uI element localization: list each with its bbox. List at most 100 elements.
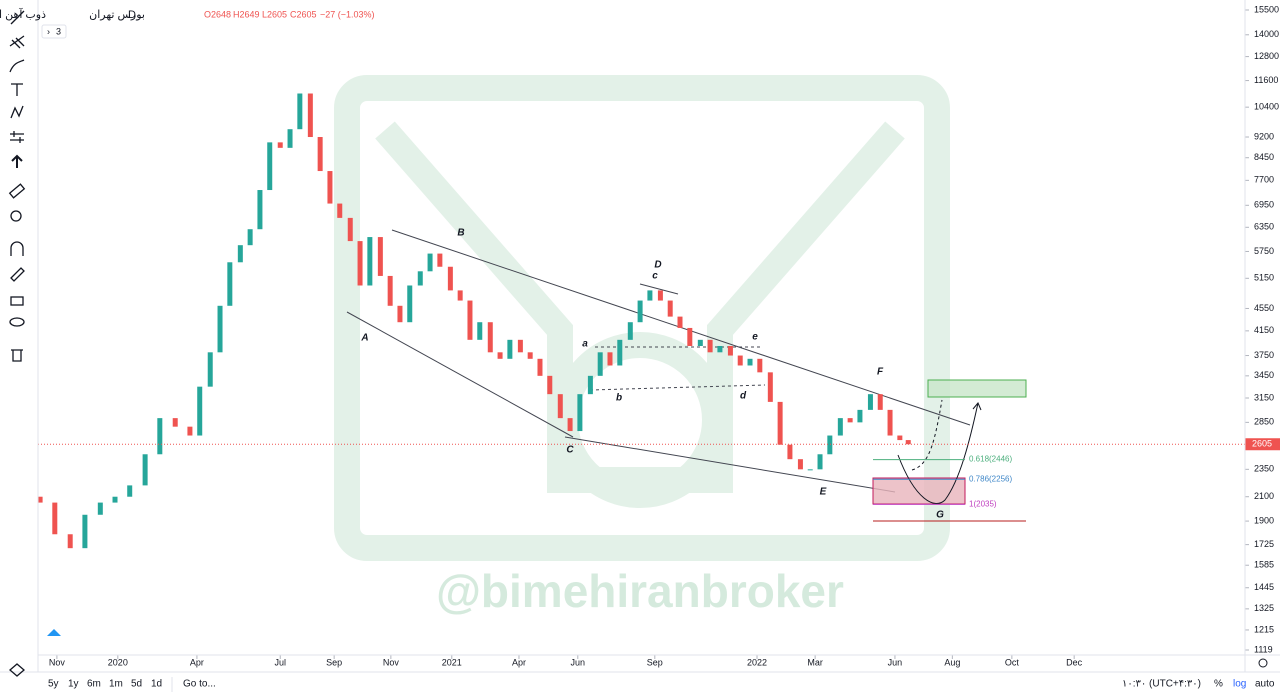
- logo-watermark: [334, 75, 950, 561]
- range-button[interactable]: 6m: [87, 679, 101, 690]
- candle-body: [277, 142, 283, 148]
- range-button[interactable]: 1y: [68, 679, 79, 690]
- candle-body: [447, 266, 453, 291]
- candle-body: [607, 352, 613, 366]
- candle-body: [287, 129, 293, 148]
- x-tick-label: Jul: [274, 657, 286, 667]
- y-tick-label: 1119: [1254, 644, 1273, 654]
- candle-body: [197, 386, 203, 436]
- ohlc-change: −27 (−1.03%): [320, 9, 375, 19]
- x-tick-label: Sep: [326, 657, 342, 667]
- ohlc-high: H2649: [233, 9, 260, 19]
- x-tick-label: Apr: [512, 657, 526, 667]
- candle-body: [647, 290, 653, 301]
- y-tick-label: 9200: [1254, 131, 1274, 141]
- candle-body: [187, 426, 193, 436]
- y-tick-label: 4150: [1254, 325, 1274, 335]
- candle-body: [897, 435, 903, 441]
- candle-body: [887, 409, 893, 436]
- x-tick-label: Dec: [1066, 657, 1083, 667]
- candle-body: [537, 358, 543, 376]
- tool-trendline[interactable]: [10, 10, 25, 25]
- candle-body: [347, 217, 353, 242]
- candle-body: [727, 345, 733, 356]
- candle-body: [817, 454, 823, 470]
- wave-label: e: [752, 332, 758, 343]
- tool-pattern[interactable]: [10, 105, 24, 119]
- range-button[interactable]: 1d: [151, 679, 162, 690]
- drawing-line: [564, 436, 896, 493]
- candle-body: [337, 203, 343, 218]
- projection-dashed: [911, 399, 943, 471]
- log-toggle[interactable]: log: [1233, 679, 1246, 690]
- bottom-bar: Go to... ۱۰:۳۰ (UTC+۴:۳۰) % log auto 5y 1…: [48, 677, 1275, 692]
- settings-icon[interactable]: [1258, 658, 1268, 668]
- x-tick-label: Aug: [944, 657, 960, 667]
- candle-body: [837, 418, 843, 436]
- tool-layers[interactable]: [9, 663, 25, 677]
- y-tick-label: 1445: [1254, 582, 1274, 592]
- tool-zoom[interactable]: [10, 210, 22, 222]
- x-tick-label: 2021: [442, 657, 462, 667]
- tool-ruler[interactable]: [8, 183, 26, 199]
- candle-body: [857, 409, 863, 423]
- candle-body: [697, 339, 703, 346]
- candle-body: [217, 305, 223, 353]
- range-button[interactable]: 1m: [109, 679, 123, 690]
- tool-lock-draw[interactable]: [10, 267, 25, 282]
- projection-curve: [897, 402, 979, 504]
- drawing-toolbar: [8, 10, 26, 677]
- candle-body: [247, 229, 253, 246]
- ohlc-low: L2605: [262, 9, 287, 19]
- y-tick-label: 6950: [1254, 200, 1274, 210]
- candle-body: [367, 237, 373, 286]
- goto-button[interactable]: Go to...: [183, 679, 216, 690]
- range-button[interactable]: 5d: [131, 679, 142, 690]
- candle-body: [787, 444, 793, 460]
- tool-trash[interactable]: [11, 349, 23, 362]
- tv-logo: [47, 629, 61, 636]
- candle-body: [905, 440, 911, 445]
- auto-toggle[interactable]: auto: [1255, 679, 1275, 690]
- candle-body: [517, 339, 523, 353]
- y-tick-label: 2100: [1254, 491, 1274, 501]
- wave-label: c: [652, 271, 658, 282]
- candle-body: [547, 375, 553, 395]
- y-tick-label: 1900: [1254, 515, 1274, 525]
- y-tick-label: 7700: [1254, 175, 1274, 185]
- candle-body: [687, 327, 693, 346]
- candle-body: [257, 190, 263, 230]
- drawing-line: [639, 283, 679, 295]
- candle-body: [477, 322, 483, 340]
- candle-body: [377, 237, 383, 276]
- tool-brush[interactable]: [9, 59, 25, 73]
- symbol-name[interactable]: ذوب آهن اصفهان: [0, 7, 46, 21]
- tool-forecast[interactable]: [10, 131, 24, 143]
- tool-magnet[interactable]: [10, 241, 24, 256]
- candle-body: [112, 496, 118, 503]
- candle-body: [82, 514, 88, 549]
- wave-label: d: [740, 391, 747, 402]
- x-tick-label: 2022: [747, 657, 767, 667]
- tool-text[interactable]: [11, 83, 23, 96]
- interval[interactable]: D: [128, 9, 136, 21]
- tool-lock[interactable]: [10, 296, 24, 306]
- target-zone: [927, 379, 1027, 398]
- y-tick-label: 6350: [1254, 222, 1274, 232]
- tool-cursor[interactable]: [11, 154, 23, 168]
- candle-body: [557, 394, 563, 419]
- percent-toggle[interactable]: %: [1214, 679, 1223, 690]
- y-tick-label: 2350: [1254, 464, 1274, 474]
- candle-body: [227, 262, 233, 306]
- fib-label: 1(2035): [969, 499, 997, 508]
- indicators-toggle[interactable]: [41, 24, 67, 39]
- indicator-count: 3: [56, 26, 61, 36]
- wave-label: G: [936, 510, 944, 521]
- candle-body: [577, 394, 583, 432]
- candle-body: [172, 418, 178, 427]
- tool-eye[interactable]: [9, 317, 25, 327]
- tool-fib[interactable]: [9, 35, 25, 49]
- candle-body: [667, 300, 673, 317]
- range-button[interactable]: 5y: [48, 679, 59, 690]
